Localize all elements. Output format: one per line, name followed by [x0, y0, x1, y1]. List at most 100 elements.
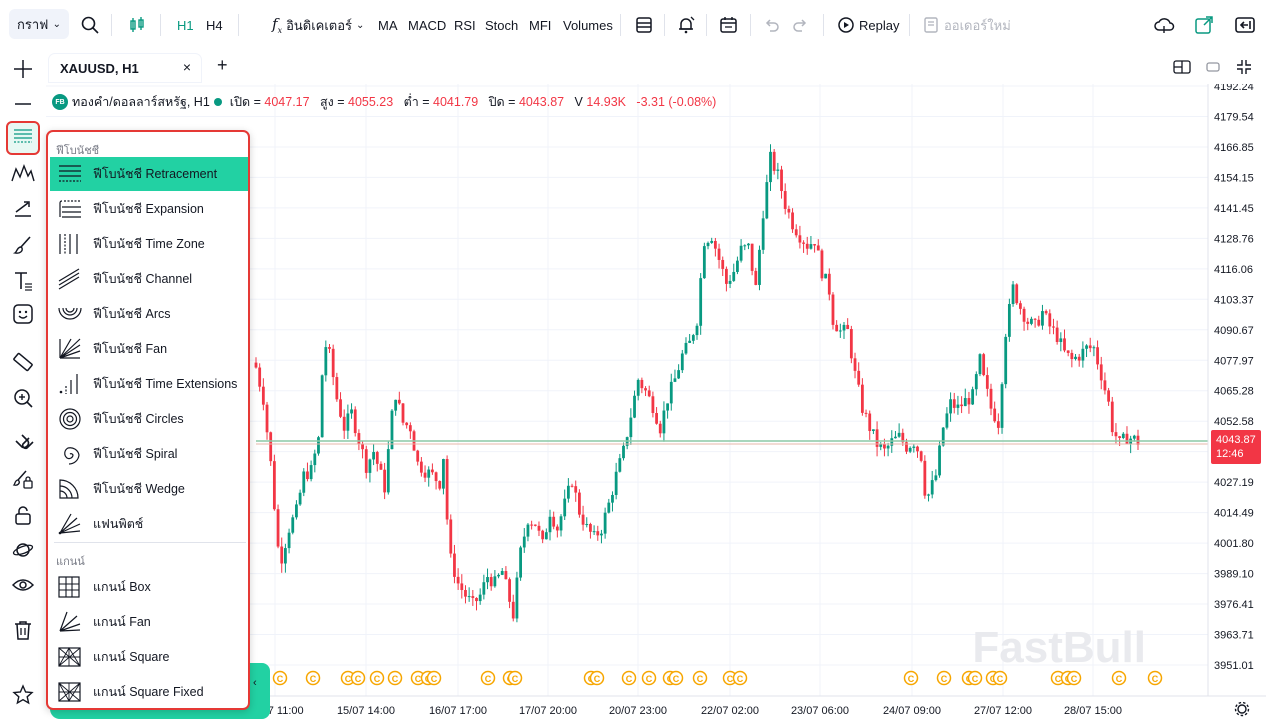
indicator-volumes[interactable]: Volumes	[563, 0, 613, 50]
economic-event-marker[interactable]: C	[936, 670, 952, 686]
emoji-tool[interactable]	[8, 301, 38, 331]
undo-button[interactable]	[763, 0, 781, 50]
candle-body	[1019, 303, 1022, 309]
menu-item-fib-fan[interactable]: ฟีโบนัชชี Fan	[50, 332, 248, 366]
candle-body	[603, 512, 607, 534]
candle-body	[802, 242, 805, 244]
indicators-dropdown[interactable]: fx อินดิเคเตอร์ ⌄	[272, 0, 364, 50]
new-order-button[interactable]: ออเดอร์ใหม่	[922, 0, 1011, 50]
collapse-button[interactable]	[1236, 59, 1252, 80]
redo-button[interactable]	[791, 0, 809, 50]
economic-event-marker[interactable]: C	[272, 670, 288, 686]
economic-event-marker[interactable]: C	[350, 670, 366, 686]
projection-tool[interactable]	[8, 196, 38, 226]
economic-event-marker[interactable]: C	[589, 670, 605, 686]
menu-item-fib-channel[interactable]: ฟีโบนัชชี Channel	[50, 262, 248, 296]
menu-collapse-tab[interactable]: ‹	[248, 663, 270, 719]
candle-body	[464, 590, 467, 597]
chart-settings-button[interactable]	[1234, 701, 1250, 717]
menu-item-gann-box[interactable]: แกนน์ Box	[50, 570, 248, 604]
remove-drawings-tool[interactable]	[8, 617, 38, 647]
text-tool[interactable]	[8, 268, 38, 298]
add-tab-button[interactable]: +	[217, 55, 228, 75]
line-tool[interactable]	[8, 91, 38, 121]
menu-item-fib-expansion[interactable]: ฟีโบนัชชี Expansion	[50, 192, 248, 226]
compare-button[interactable]	[127, 0, 147, 50]
menu-item-fib-time-zone[interactable]: ฟีโบนัชชี Time Zone	[50, 227, 248, 261]
economic-event-marker[interactable]: C	[340, 670, 356, 686]
chart-type-dropdown[interactable]: กราฟ ⌄	[9, 9, 69, 39]
menu-item-fib-spiral[interactable]: ฟีโบนัชชี Spiral	[50, 437, 248, 471]
economic-event-marker[interactable]: C	[903, 670, 919, 686]
pattern-tool[interactable]	[8, 160, 38, 190]
search-button[interactable]	[80, 0, 100, 50]
menu-item-gann-square-fixed[interactable]: แกนน์ Square Fixed	[50, 675, 248, 708]
indicator-ma[interactable]: MA	[378, 0, 398, 50]
economic-event-marker[interactable]: C	[480, 670, 496, 686]
fib-tool-group[interactable]	[6, 121, 40, 155]
favorites-tool[interactable]	[8, 682, 38, 712]
cloud-save-button[interactable]	[1153, 0, 1175, 50]
timeframe-h1[interactable]: H1	[177, 0, 194, 50]
indicator-mfi[interactable]: MFI	[529, 0, 551, 50]
candle-body	[361, 443, 364, 450]
brush-tool[interactable]	[8, 232, 38, 262]
candle-body	[728, 280, 732, 284]
economic-event-marker[interactable]: C	[507, 670, 523, 686]
templates-button[interactable]	[634, 0, 654, 50]
economic-event-marker[interactable]: C	[621, 670, 637, 686]
economic-event-marker[interactable]: C	[992, 670, 1008, 686]
lock-tool[interactable]	[8, 502, 38, 532]
single-layout-button[interactable]	[1205, 59, 1221, 80]
tab-xauusd-h1[interactable]: XAUUSD, H1 ×	[49, 54, 201, 82]
economic-event-marker[interactable]: C	[1111, 670, 1127, 686]
economic-event-marker[interactable]: C	[732, 670, 748, 686]
menu-item-gann-square[interactable]: แกนน์ Square	[50, 640, 248, 674]
economic-event-marker[interactable]: C	[426, 670, 442, 686]
candle-body	[890, 438, 894, 446]
zigzag-pattern-icon	[11, 163, 35, 188]
economic-event-marker[interactable]: C	[1147, 670, 1163, 686]
economic-event-marker[interactable]: C	[668, 670, 684, 686]
menu-item-fib-time-extensions[interactable]: ฟีโบนัชชี Time Extensions	[50, 367, 248, 401]
lock-drawings-tool[interactable]	[8, 466, 38, 496]
replay-button[interactable]: Replay	[837, 0, 899, 50]
share-button[interactable]	[1194, 0, 1214, 50]
menu-item-fib-arcs[interactable]: ฟีโบนัชชี Arcs	[50, 297, 248, 331]
indicator-rsi[interactable]: RSI	[454, 0, 476, 50]
time-axis[interactable]: 14/07 11:00 15/07 14:00 16/07 17:00 17/07 2…	[246, 705, 1122, 717]
menu-item-fib-circles[interactable]: ฟีโบนัชชี Circles	[50, 402, 248, 436]
calendar-button[interactable]	[719, 0, 739, 50]
legend-symbol[interactable]: ทองคำ/ดอลลาร์สหรัฐ, H1	[72, 95, 210, 109]
menu-item-label: ฟีโบนัชชี Channel	[93, 272, 193, 286]
close-icon[interactable]: ×	[182, 59, 191, 75]
menu-item-fib-retracement[interactable]: ฟีโบนัชชี Retracement	[50, 157, 248, 191]
economic-event-marker[interactable]: C	[967, 670, 983, 686]
tab-label: XAUUSD, H1	[60, 60, 139, 76]
menu-item-pitchfan[interactable]: แฟนพิตช์	[50, 507, 248, 541]
economic-event-marker[interactable]: C	[692, 670, 708, 686]
indicator-stoch[interactable]: Stoch	[485, 0, 518, 50]
menu-item-gann-fan[interactable]: แกนน์ Fan	[50, 605, 248, 639]
economic-event-marker[interactable]: C	[369, 670, 385, 686]
ruler-tool[interactable]	[8, 349, 38, 379]
crosshair-tool[interactable]	[8, 56, 38, 86]
svg-text:C: C	[697, 674, 704, 684]
timeframe-h4[interactable]: H4	[206, 0, 223, 50]
economic-event-marker[interactable]: C	[305, 670, 321, 686]
menu-item-fib-wedge[interactable]: ฟีโบนัชชี Wedge	[50, 472, 248, 506]
economic-event-marker[interactable]: C	[1066, 670, 1082, 686]
layout-split-button[interactable]	[1173, 59, 1191, 80]
economic-event-marker[interactable]: C	[641, 670, 657, 686]
candle-body	[750, 243, 754, 271]
indicator-macd[interactable]: MACD	[408, 0, 446, 50]
object-tree-tool[interactable]	[8, 537, 38, 567]
candle-body	[831, 294, 835, 325]
magnet-tool[interactable]	[8, 431, 38, 461]
zoom-tool[interactable]	[8, 385, 38, 415]
exit-fullscreen-button[interactable]	[1234, 0, 1256, 50]
alert-button[interactable]	[676, 0, 696, 50]
economic-event-marker[interactable]: C	[387, 670, 403, 686]
price-axis[interactable]: 4192.24 4179.54 4166.85 4154.15 4141.45 4128.…	[1214, 84, 1254, 672]
visibility-tool[interactable]	[8, 572, 38, 602]
